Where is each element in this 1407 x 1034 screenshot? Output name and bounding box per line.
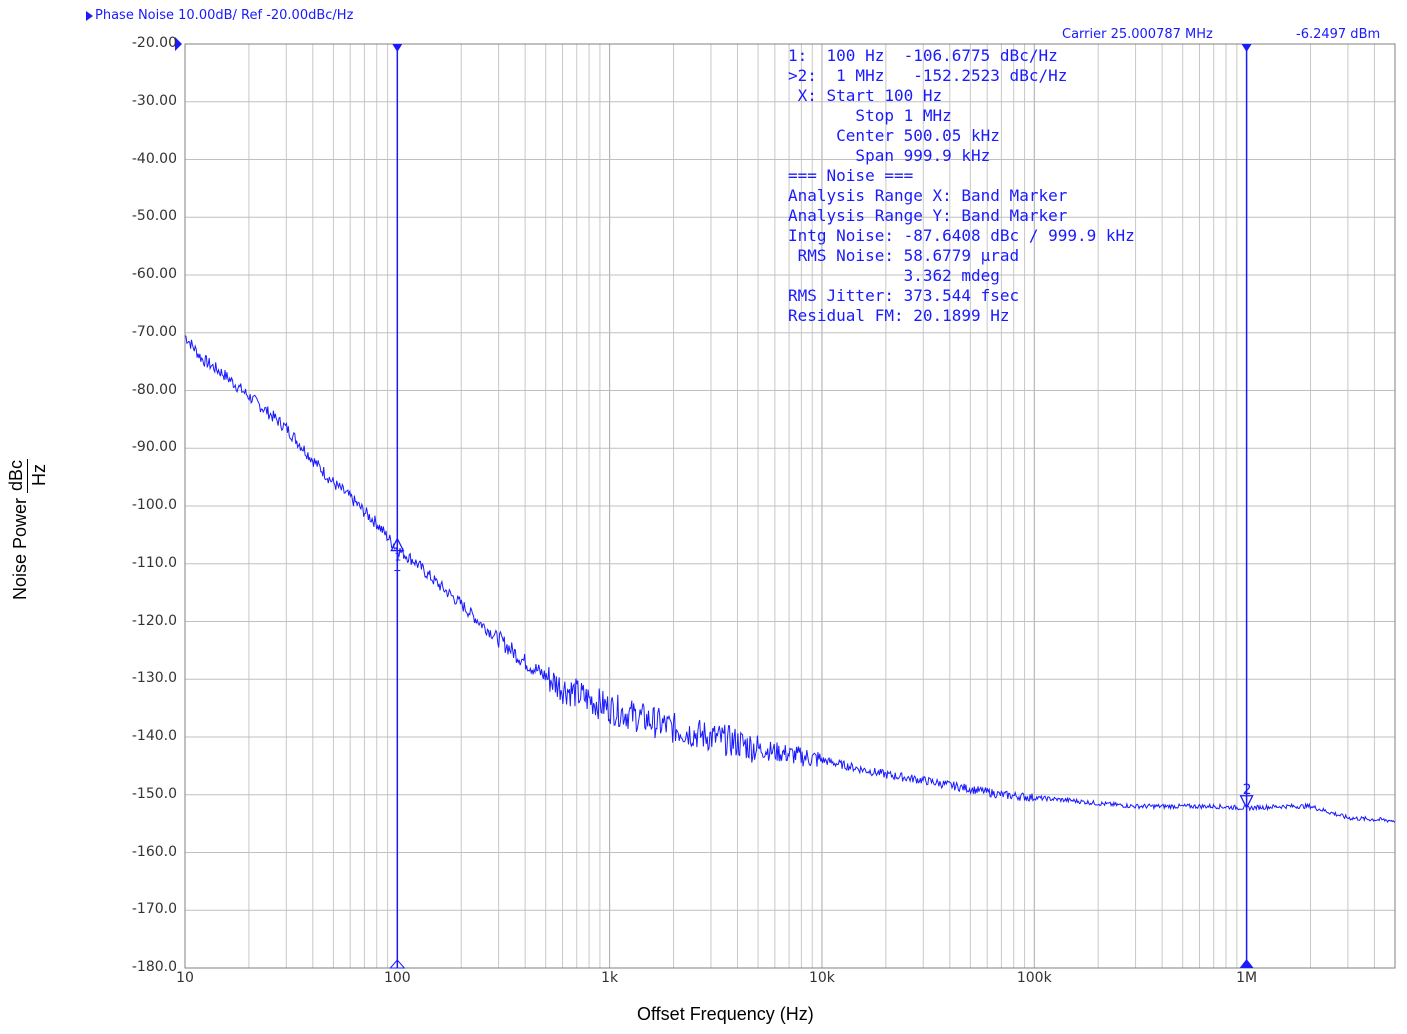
marker-label-2: 2 bbox=[1243, 782, 1252, 798]
x-tick-label: 1k bbox=[601, 970, 619, 986]
y-axis-unit-numerator: dBc bbox=[6, 459, 26, 491]
annotation-line: 3.362 mdeg bbox=[788, 266, 1000, 285]
band-marker-bottom-icon-2 bbox=[1239, 959, 1254, 968]
annotation-line: RMS Jitter: 373.544 fsec bbox=[788, 286, 1020, 305]
annotation-line: Analysis Range X: Band Marker bbox=[788, 186, 1068, 205]
y-tick-label: -150.0 bbox=[131, 785, 177, 802]
band-marker-bottom-icon-1 bbox=[389, 959, 406, 969]
marker-label-1: 1 bbox=[394, 551, 401, 564]
annotation-line: X: Start 100 Hz bbox=[788, 86, 943, 105]
y-tick-label: -30.00 bbox=[131, 92, 177, 109]
x-tick-label: 100 bbox=[383, 970, 411, 986]
trace-arrow-icon bbox=[86, 11, 93, 21]
x-tick-label: 10k bbox=[808, 970, 835, 986]
x-tick-label: 100k bbox=[1016, 970, 1052, 986]
marker-triangle-2 bbox=[1239, 795, 1254, 810]
annotation-line: Span 999.9 kHz bbox=[788, 146, 991, 165]
y-tick-label: -50.00 bbox=[131, 208, 177, 225]
annotation-line: Intg Noise: -87.6408 dBc / 999.9 kHz bbox=[788, 226, 1135, 245]
y-tick-label: -70.00 bbox=[131, 323, 177, 340]
band-marker-top-flag-2 bbox=[1241, 44, 1252, 52]
band-marker-top-flag-1 bbox=[392, 44, 403, 52]
y-axis-label: Noise Power bbox=[10, 497, 30, 600]
annotation-line: Stop 1 MHz bbox=[788, 106, 952, 125]
y-tick-label: -100.0 bbox=[131, 497, 177, 513]
y-tick-label: -170.0 bbox=[131, 901, 177, 918]
phase-noise-trace bbox=[184, 335, 1396, 824]
ref-level-arrow-icon bbox=[175, 37, 182, 51]
y-tick-label: -40.00 bbox=[131, 150, 177, 167]
y-tick-label: -160.0 bbox=[131, 843, 177, 860]
y-tick-label: -90.00 bbox=[131, 439, 177, 456]
y-axis-title: Noise Power dBc Hz bbox=[2, 450, 62, 600]
y-tick-label: -180.0 bbox=[131, 959, 177, 975]
carrier-frequency: Carrier 25.000787 MHz bbox=[1062, 27, 1213, 42]
y-tick-label: -140.0 bbox=[131, 728, 177, 744]
annotation-line: 1: 100 Hz -106.6775 dBc/Hz bbox=[788, 46, 1058, 65]
y-tick-label: -20.00 bbox=[131, 35, 177, 51]
x-axis-title: Offset Frequency (Hz) bbox=[637, 1004, 814, 1024]
y-axis-unit-denominator: Hz bbox=[29, 464, 49, 486]
x-tick-label: 10 bbox=[176, 970, 194, 986]
annotation-line: Residual FM: 20.1899 Hz bbox=[788, 306, 1010, 325]
y-tick-label: -120.0 bbox=[131, 612, 177, 629]
annotation-line: >2: 1 MHz -152.2523 dBc/Hz bbox=[788, 66, 1068, 85]
carrier-power: -6.2497 dBm bbox=[1296, 27, 1381, 42]
y-axis-unit-fraction-bar bbox=[27, 459, 28, 493]
plot-frame bbox=[184, 43, 1396, 969]
y-tick-label: -110.0 bbox=[131, 554, 177, 571]
y-tick-label: -60.00 bbox=[131, 266, 177, 282]
annotation-line: === Noise === bbox=[788, 166, 914, 185]
y-tick-label: -80.00 bbox=[131, 381, 177, 398]
annotation-line: Center 500.05 kHz bbox=[788, 126, 1000, 145]
y-tick-label: -130.0 bbox=[131, 670, 177, 687]
x-tick-label: 1M bbox=[1236, 970, 1258, 986]
annotation-line: Analysis Range Y: Band Marker bbox=[788, 206, 1068, 225]
trace-label: Phase Noise 10.00dB/ Ref -20.00dBc/Hz bbox=[95, 8, 354, 23]
annotation-line: RMS Noise: 58.6779 µrad bbox=[788, 246, 1020, 265]
